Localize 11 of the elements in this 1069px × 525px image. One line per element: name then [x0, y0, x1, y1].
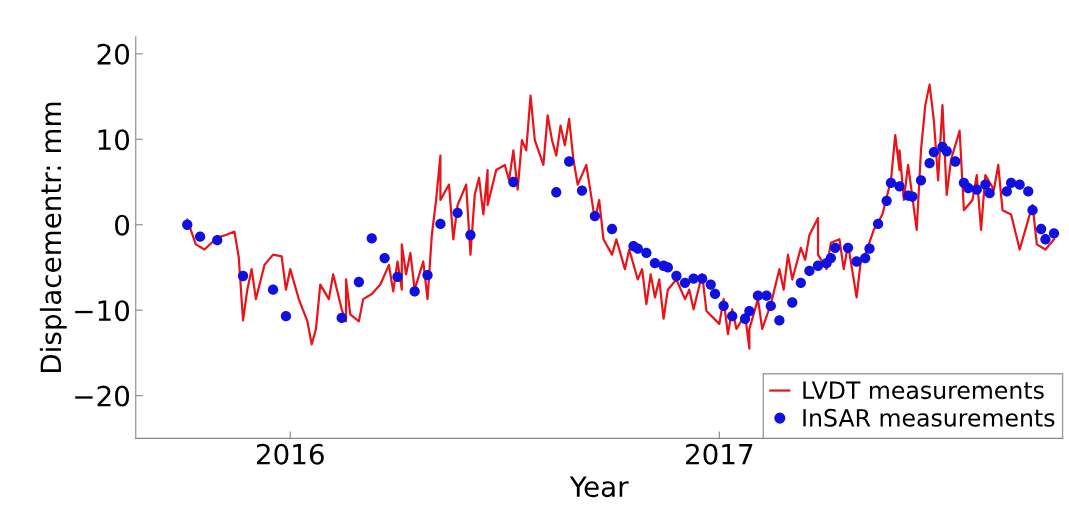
x-axis-title: Year [569, 476, 629, 498]
y-tick-label: −10 [75, 300, 130, 322]
legend-label: LVDT measurements [803, 381, 1044, 400]
y-tick-label: 20 [97, 43, 130, 65]
y-axis-title: Displacementr: mm [39, 102, 67, 372]
legend-label: InSAR measurements [803, 408, 1055, 427]
y-tick-label: 10 [98, 129, 130, 151]
x-tick-label: 2016 [256, 443, 324, 465]
y-tick-label: 0 [115, 214, 130, 236]
x-tick-label: 2017 [686, 443, 753, 465]
y-tick-label: −20 [75, 385, 130, 407]
